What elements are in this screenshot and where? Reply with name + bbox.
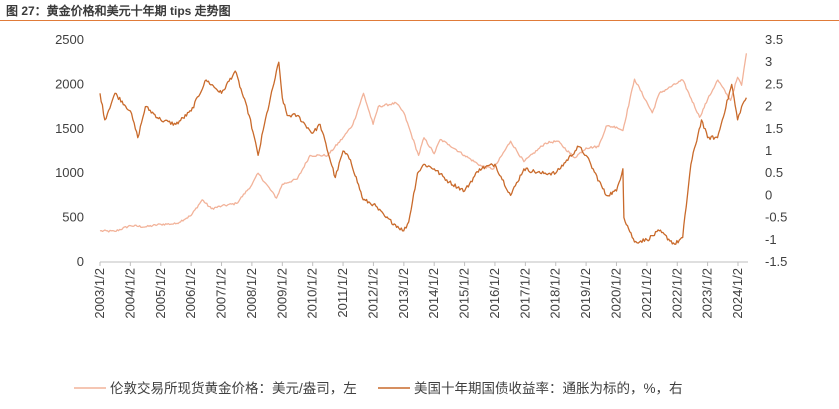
x-tick-label: 2013/1/2	[396, 268, 411, 319]
x-tick-label: 2022/1/2	[669, 268, 684, 319]
x-tick-label: 2019/1/2	[578, 268, 593, 319]
gold-price-line	[99, 53, 748, 233]
x-tick-label: 2010/1/2	[305, 268, 320, 319]
y-left-tick-label: 500	[62, 210, 84, 225]
x-tick-label: 2020/1/2	[608, 268, 623, 319]
legend-group: 伦敦交易所现货黄金价格：美元/盎司，左 美国十年期国债收益率：通胀为标的，%，右	[74, 380, 683, 396]
y-right-tick-label: -0.5	[765, 210, 787, 225]
y-right-tick-label: 0	[765, 187, 772, 202]
y-right-tick-label: -1.5	[765, 254, 787, 269]
y-right-tick-label: 1.5	[765, 121, 783, 136]
y-right-tick-label: 0.5	[765, 165, 783, 180]
y-right-tick-label: 3.5	[765, 32, 783, 47]
axes-group: 0 500 1000 1500 2000 2500 -1.5 -1 -0.5 0 0.5 1 1.5 2 2…	[55, 32, 787, 319]
x-tick-label: 2016/1/2	[487, 268, 502, 319]
x-tick-label: 2023/1/2	[700, 268, 715, 319]
y-right-tick-label: 1	[765, 143, 772, 158]
y-left-tick-label: 2500	[55, 32, 84, 47]
y-right-tick-label: 3	[765, 54, 772, 69]
y-left-tick-label: 2000	[55, 76, 84, 91]
y-right-tick-label: 2.5	[765, 76, 783, 91]
title-underline	[0, 20, 839, 21]
x-tick-label: 2008/1/2	[244, 268, 259, 319]
x-tick-label: 2009/1/2	[274, 268, 289, 319]
y-left-tick-label: 0	[77, 254, 84, 269]
x-tick-label: 2017/1/2	[517, 268, 532, 319]
y-left-tick-label: 1000	[55, 165, 84, 180]
x-tick-label: 2004/1/2	[122, 268, 137, 319]
x-tick-label: 2018/1/2	[548, 268, 563, 319]
series-group	[99, 53, 748, 245]
tips-yield-line	[99, 61, 747, 245]
x-tick-label: 2012/1/2	[365, 268, 380, 319]
x-tick-label: 2014/1/2	[426, 268, 441, 319]
x-tick-label: 2015/1/2	[457, 268, 472, 319]
x-tick-label: 2006/1/2	[183, 268, 198, 319]
y-right-tick-label: -1	[765, 232, 777, 247]
x-tick-label: 2011/1/2	[335, 268, 350, 318]
y-left-tick-label: 1500	[55, 121, 84, 136]
x-tick-label: 2003/1/2	[92, 268, 107, 319]
figure-title: 图 27：黄金价格和美元十年期 tips 走势图	[6, 4, 231, 18]
legend-label: 美国十年期国债收益率：通胀为标的，%，右	[414, 380, 683, 396]
x-tick-label: 2021/1/2	[639, 268, 654, 319]
legend-label: 伦敦交易所现货黄金价格：美元/盎司，左	[110, 380, 357, 396]
y-right-tick-label: 2	[765, 99, 772, 114]
x-tick-label: 2005/1/2	[153, 268, 168, 319]
x-tick-label: 2024/1/2	[730, 268, 745, 319]
x-tick-label: 2007/1/2	[214, 268, 229, 319]
